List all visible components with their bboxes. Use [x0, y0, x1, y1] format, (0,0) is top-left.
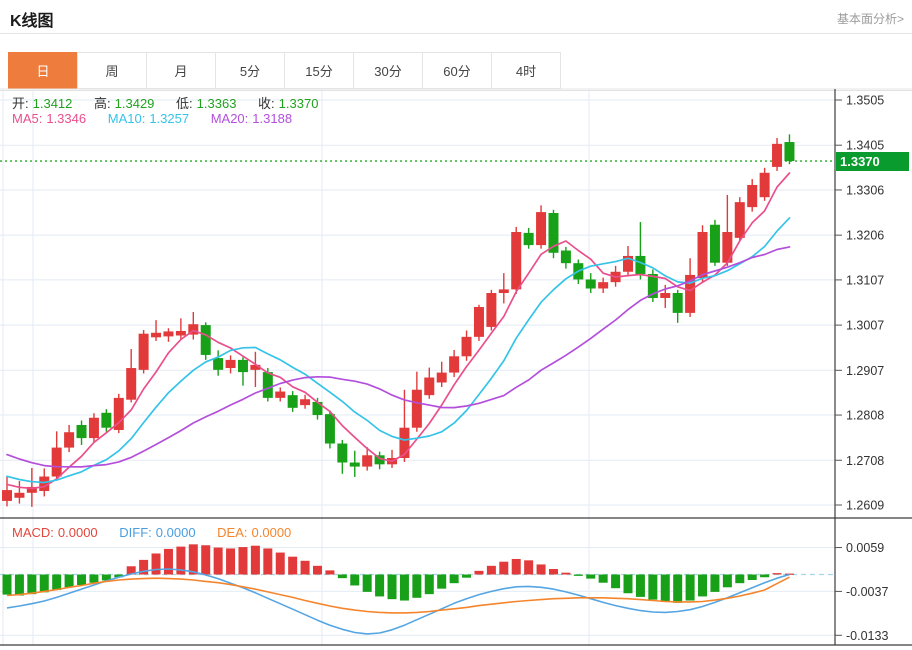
- ma10-label: MA10:: [107, 111, 146, 126]
- svg-text:1.3405: 1.3405: [846, 139, 884, 153]
- svg-text:1.3206: 1.3206: [846, 229, 884, 243]
- diff-value: 0.0000: [155, 525, 196, 540]
- tab-month[interactable]: 月: [146, 52, 216, 89]
- svg-text:1.3306: 1.3306: [846, 183, 884, 197]
- high-value: 1.3429: [114, 96, 155, 111]
- tab-5min[interactable]: 5分: [215, 52, 285, 89]
- ma5-label: MA5:: [12, 111, 43, 126]
- header: K线图 基本面分析>: [0, 0, 912, 34]
- low-value: 1.3363: [196, 96, 237, 111]
- svg-text:1.3007: 1.3007: [846, 319, 884, 333]
- svg-text:1.2808: 1.2808: [846, 409, 884, 423]
- open-label: 开:: [12, 96, 29, 111]
- svg-text:0.0059: 0.0059: [846, 541, 884, 555]
- macd-readout: MACD: 0.0000 DIFF: 0.0000 DEA: 0.0000: [12, 525, 295, 540]
- ma-readout: MA5: 1.3346 MA10: 1.3257 MA20: 1.3188: [12, 111, 296, 126]
- ohlc-readout: 开: 1.3412 高: 1.3429 低: 1.3363 收: 1.3370: [12, 93, 322, 112]
- macd-value: 0.0000: [57, 525, 98, 540]
- close-value: 1.3370: [278, 96, 319, 111]
- fundamental-analysis-link[interactable]: 基本面分析>: [836, 12, 904, 26]
- ma5-value: 1.3346: [46, 111, 87, 126]
- current-price-badge: 1.3370: [836, 151, 909, 171]
- ma20-value: 1.3188: [252, 111, 293, 126]
- timeframe-tabbar: 日 周 月 5分 15分 30分 60分 4时: [0, 52, 912, 91]
- close-label: 收:: [258, 96, 275, 111]
- dea-label: DEA:: [217, 525, 248, 540]
- low-label: 低:: [176, 96, 193, 111]
- open-value: 1.3412: [32, 96, 73, 111]
- tab-4hour[interactable]: 4时: [491, 52, 561, 89]
- svg-text:1.2609: 1.2609: [846, 499, 884, 513]
- svg-text:-0.0037: -0.0037: [846, 585, 888, 599]
- diff-label: DIFF:: [119, 525, 152, 540]
- high-label: 高:: [94, 96, 111, 111]
- ma20-label: MA20:: [210, 111, 249, 126]
- tab-60min[interactable]: 60分: [422, 52, 492, 89]
- page-title: K线图: [10, 13, 54, 30]
- tab-day[interactable]: 日: [8, 52, 78, 89]
- svg-text:1.2907: 1.2907: [846, 364, 884, 378]
- macd-label: MACD:: [12, 525, 54, 540]
- svg-text:-0.0133: -0.0133: [846, 629, 888, 643]
- ma10-value: 1.3257: [149, 111, 190, 126]
- tab-15min[interactable]: 15分: [284, 52, 354, 89]
- svg-text:1.2708: 1.2708: [846, 454, 884, 468]
- dea-value: 0.0000: [251, 525, 292, 540]
- svg-text:1.3107: 1.3107: [846, 273, 884, 287]
- svg-text:1.3505: 1.3505: [846, 94, 884, 108]
